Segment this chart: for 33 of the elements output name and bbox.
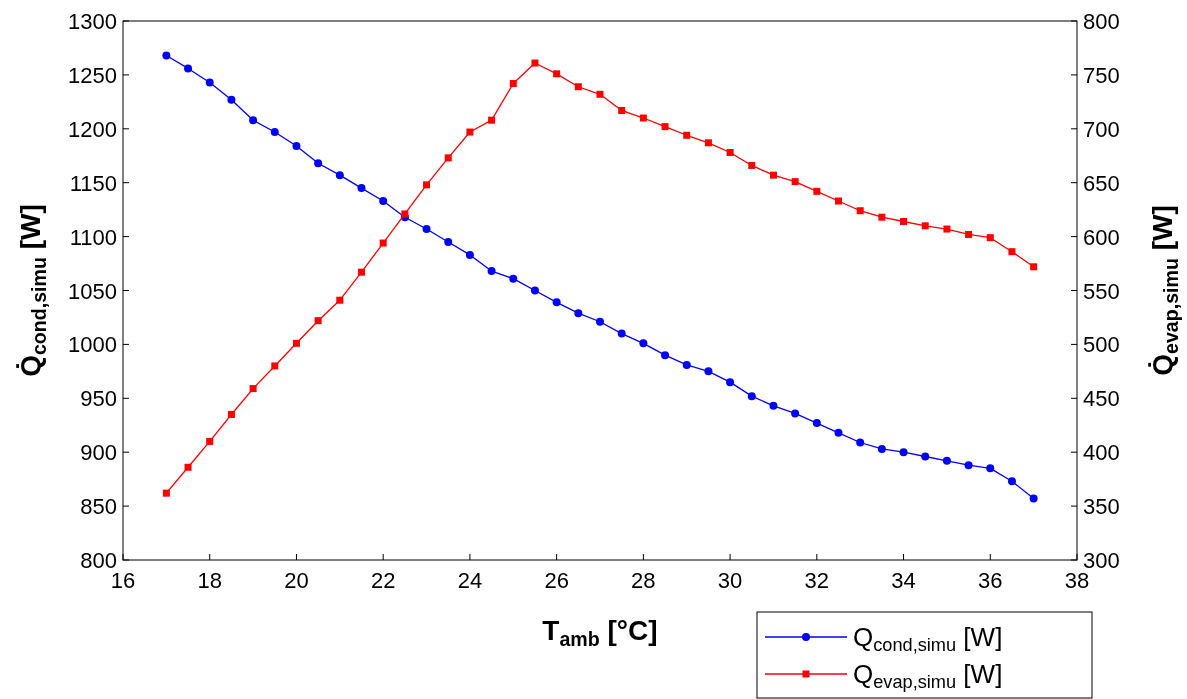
x-tick-label: 22 — [370, 568, 396, 593]
x-tick-label: 34 — [891, 568, 916, 593]
x-tick-label: 18 — [197, 568, 222, 593]
y2-tick-label: 500 — [1083, 332, 1120, 358]
x-axis-title: T$_{amb}$ [°C] — [542, 615, 658, 650]
y-tick-label: 1150 — [69, 170, 117, 196]
y-tick-label: 1300 — [68, 9, 117, 34]
legend-label: Q$_{cond,simu}$ [W] — [853, 622, 1003, 656]
y-tick-label: 1050 — [68, 278, 117, 304]
y2-tick-label: 650 — [1083, 170, 1120, 196]
y-tick-label: 1250 — [68, 62, 117, 88]
legend-label: Q$_{evap,simu}$ [W] — [853, 659, 1003, 693]
y-tick-label: 900 — [80, 440, 117, 466]
x-tick-label: 32 — [804, 568, 830, 593]
x-tick-label: 36 — [978, 568, 1003, 593]
y-tick-label: 1000 — [68, 332, 117, 358]
y2-tick-label: 750 — [1083, 62, 1120, 88]
y-tick-label: 1200 — [68, 116, 117, 142]
x-tick-label: 30 — [717, 568, 743, 593]
x-tick-label: 28 — [631, 568, 656, 593]
y2-tick-label: 450 — [1083, 386, 1120, 412]
y2-tick-label: 800 — [1083, 9, 1120, 34]
y2-tick-label: 600 — [1083, 224, 1120, 250]
y2-tick-label: 350 — [1083, 494, 1120, 520]
y-tick-label: 950 — [80, 386, 117, 412]
y-tick-label: 1100 — [69, 224, 117, 250]
x-tick-label: 24 — [457, 568, 483, 593]
y2-tick-label: 400 — [1083, 440, 1120, 466]
y2-tick-label: 550 — [1083, 278, 1120, 304]
y2-tick-label: 700 — [1083, 116, 1120, 142]
x-tick-label: 26 — [544, 568, 569, 593]
x-tick-label: 20 — [284, 568, 309, 593]
y-tick-label: 850 — [80, 494, 117, 520]
